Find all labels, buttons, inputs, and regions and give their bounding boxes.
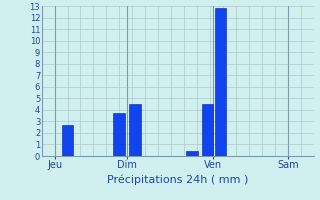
Bar	[129, 104, 141, 156]
Bar	[62, 125, 73, 156]
Bar	[214, 8, 226, 156]
Bar	[186, 151, 198, 156]
X-axis label: Précipitations 24h ( mm ): Précipitations 24h ( mm )	[107, 174, 248, 185]
Bar	[202, 104, 213, 156]
Bar	[114, 113, 125, 156]
